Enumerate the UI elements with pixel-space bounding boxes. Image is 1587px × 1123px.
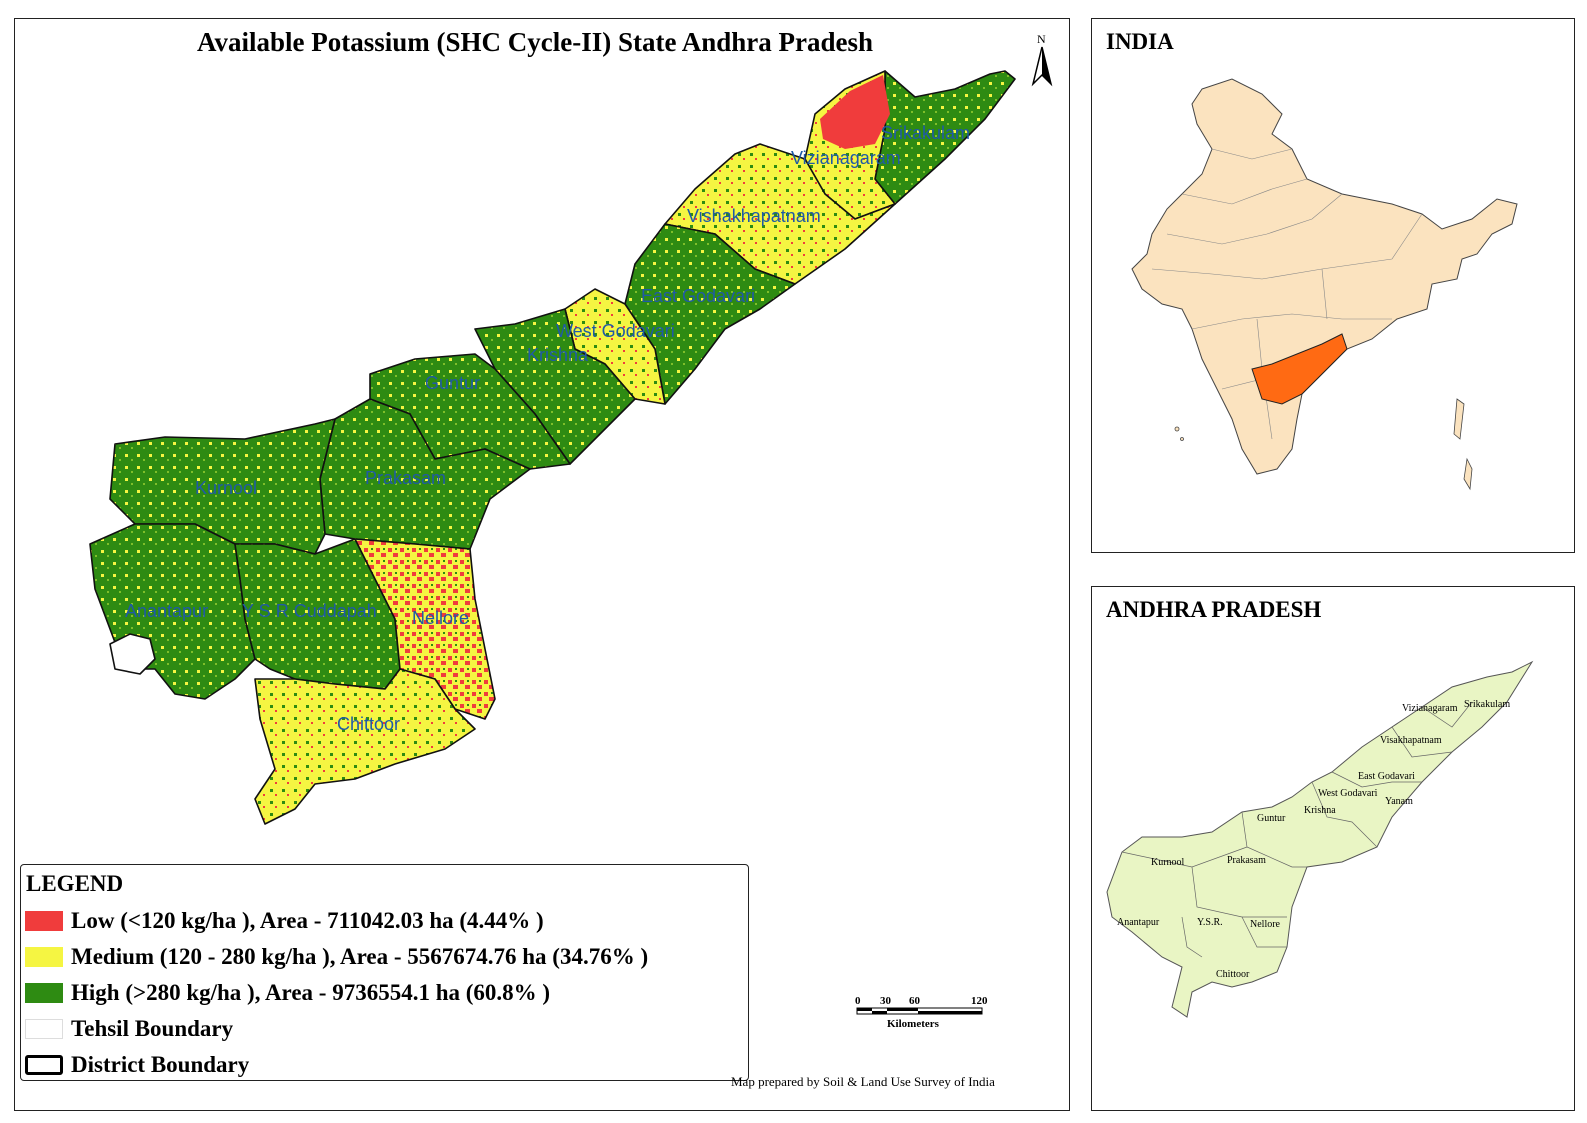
state-map: Srikakulam Vizianagaram Vishakhapatnam East… bbox=[89, 70, 1016, 825]
india-map bbox=[1131, 78, 1518, 491]
district-label-srikakulam: Srikakulam bbox=[881, 123, 970, 143]
anantapur-enclave bbox=[109, 633, 156, 675]
district-label-vishakhapatnam: Vishakhapatnam bbox=[687, 206, 821, 226]
ap-inset-label-kurnool: Kurnool bbox=[1151, 857, 1185, 868]
legend-item-district: District Boundary bbox=[25, 1051, 249, 1079]
legend-swatch-medium bbox=[25, 947, 63, 967]
ap-inset-label-yanam: Yanam bbox=[1385, 796, 1413, 807]
legend: LEGEND Low (<120 kg/ha ), Area - 711042.… bbox=[20, 864, 749, 1081]
district-chittoor bbox=[254, 668, 476, 825]
north-label: N bbox=[1037, 32, 1046, 46]
scale-tick-0: 0 bbox=[855, 995, 861, 1007]
map-title: Available Potassium (SHC Cycle-II) State… bbox=[196, 27, 873, 57]
district-label-west-godavari: West Godavari bbox=[556, 321, 675, 341]
district-label-nellore: Nellore bbox=[412, 608, 469, 628]
district-label-guntur: Guntur bbox=[425, 373, 480, 393]
scale-unit: Kilometers bbox=[887, 1018, 940, 1030]
legend-item-low: Low (<120 kg/ha ), Area - 711042.03 ha (… bbox=[25, 907, 544, 935]
india-ap-highlight bbox=[1251, 333, 1348, 405]
low-zone-vizianagaram bbox=[820, 75, 890, 149]
ap-inset-panel: ANDHRA PRADESH Srikakulam Vizianagaram Vis… bbox=[1091, 586, 1575, 1111]
ap-inset-label-vizianagaram: Vizianagaram bbox=[1402, 703, 1458, 714]
ap-inset-label-chittoor: Chittoor bbox=[1216, 969, 1250, 980]
map-credit: Map prepared by Soil & Land Use Survey o… bbox=[731, 1074, 995, 1089]
legend-title: LEGEND bbox=[26, 871, 124, 896]
ap-inset-title: ANDHRA PRADESH bbox=[1106, 597, 1322, 622]
north-arrow-icon: N bbox=[1027, 29, 1057, 89]
ap-inset-label-guntur: Guntur bbox=[1257, 813, 1286, 824]
district-label-chittoor: Chittoor bbox=[337, 714, 400, 734]
ap-inset-label-anantapur: Anantapur bbox=[1117, 917, 1160, 928]
legend-swatch-low bbox=[25, 911, 63, 931]
legend-swatch-high bbox=[25, 983, 63, 1003]
legend-item-high: High (>280 kg/ha ), Area - 9736554.1 ha … bbox=[25, 979, 550, 1007]
india-inset-title: INDIA bbox=[1106, 29, 1174, 54]
scale-tick-30: 30 bbox=[880, 995, 892, 1007]
district-nellore bbox=[354, 538, 496, 720]
district-label-vizianagaram: Vizianagaram bbox=[791, 148, 901, 168]
ap-inset-label-srikakulam: Srikakulam bbox=[1464, 699, 1510, 710]
district-label-krishna: Krishna bbox=[527, 345, 589, 365]
ap-inset-outline bbox=[1106, 660, 1534, 1018]
ap-inset-map: Srikakulam Vizianagaram Visakhapatnam East … bbox=[1106, 660, 1534, 1018]
legend-swatch-district bbox=[25, 1055, 63, 1075]
ap-inset-label-west-godavari: West Godavari bbox=[1318, 788, 1378, 799]
main-map-panel: Available Potassium (SHC Cycle-II) State… bbox=[14, 18, 1070, 1111]
ap-inset-label-krishna: Krishna bbox=[1304, 805, 1336, 816]
ap-inset-label-east-godavari: East Godavari bbox=[1358, 771, 1415, 782]
scale-bar: 0 30 60 120 Kilometers bbox=[855, 995, 995, 1035]
ap-inset-label-visakhapatnam: Visakhapatnam bbox=[1380, 735, 1442, 746]
ap-inset-label-nellore: Nellore bbox=[1250, 919, 1281, 930]
district-label-y-s-r-cuddapah: Y S R Cuddapah bbox=[242, 601, 377, 621]
legend-item-medium: Medium (120 - 280 kg/ha ), Area - 556767… bbox=[25, 943, 648, 971]
district-label-anantapur: Anantapur bbox=[125, 601, 208, 621]
india-inset-panel: INDIA bbox=[1091, 18, 1575, 553]
district-label-prakasam: Prakasam bbox=[365, 468, 446, 488]
legend-item-tehsil: Tehsil Boundary bbox=[25, 1015, 233, 1043]
ap-inset-label-prakasam: Prakasam bbox=[1227, 855, 1266, 866]
district-label-east-godavari: East Godavari bbox=[641, 286, 755, 306]
ap-inset-label-y-s-r-: Y.S.R. bbox=[1197, 917, 1223, 928]
district-label-kurnool: Kurnool bbox=[195, 478, 257, 498]
legend-swatch-tehsil bbox=[25, 1019, 63, 1039]
scale-tick-60: 60 bbox=[909, 995, 921, 1007]
scale-tick-120: 120 bbox=[971, 995, 988, 1007]
